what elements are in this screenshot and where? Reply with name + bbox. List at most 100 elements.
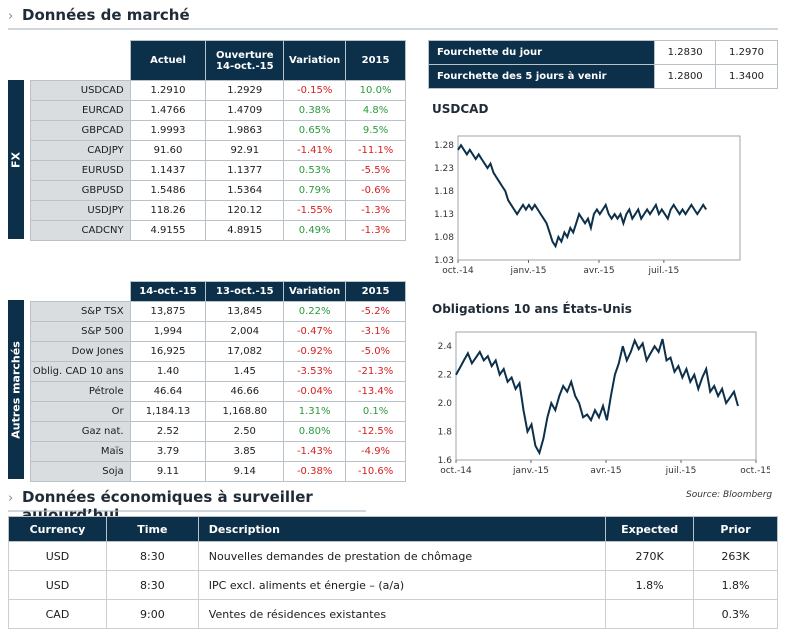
eco-prior: 263K <box>693 541 778 571</box>
fx-pair: CADCNY <box>30 220 131 241</box>
market-variation: -0.04% <box>283 381 347 402</box>
eco-row: CAD 9:00 Ventes de résidences existantes… <box>8 599 778 629</box>
market-ytd: -10.6% <box>345 461 406 482</box>
eco-expected <box>605 599 695 629</box>
fx-variation: -0.15% <box>283 80 347 101</box>
fx-actuel: 1.5486 <box>129 180 207 201</box>
x-tick-label: juil.-15 <box>665 466 697 476</box>
fx-variation: -1.41% <box>283 140 347 161</box>
fx-ytd: -1.3% <box>345 200 406 221</box>
fx-pair: GBPUSD <box>30 180 131 201</box>
market-value-current: 16,925 <box>129 341 207 362</box>
eco-expected: 1.8% <box>605 570 695 600</box>
other-markets-side-label: Autres marchés <box>8 300 24 479</box>
fx-side-label: FX <box>8 80 24 239</box>
fx-variation: 0.53% <box>283 160 347 181</box>
market-value-previous: 2.50 <box>205 421 285 442</box>
eco-header-description: Description <box>197 516 607 542</box>
chevron-right-icon: › <box>8 9 14 24</box>
fx-pair: USDCAD <box>30 80 131 101</box>
fx-ouverture: 1.1377 <box>205 160 285 181</box>
market-ytd: -13.4% <box>345 381 406 402</box>
y-tick-label: 1.6 <box>438 456 453 466</box>
y-tick-label: 1.08 <box>434 233 454 243</box>
fx-actuel: 1.4766 <box>129 100 207 121</box>
y-tick-label: 1.03 <box>434 256 454 266</box>
other-header-2015: 2015 <box>345 281 406 302</box>
fx-pair: CADJPY <box>30 140 131 161</box>
market-variation: 1.31% <box>283 401 347 422</box>
range-5day-low: 1.2800 <box>654 64 717 89</box>
x-tick-label: avr.-15 <box>583 266 614 276</box>
source-note: Source: Bloomberg <box>686 490 773 500</box>
market-name: S&P 500 <box>30 321 131 342</box>
market-value-current: 2.52 <box>129 421 207 442</box>
section-title: Données de marché <box>22 6 190 24</box>
fx-row: USDCAD 1.2910 1.2929 -0.15% 10.0% <box>30 80 406 101</box>
market-row: S&P TSX 13,875 13,845 0.22% -5.2% <box>30 301 406 322</box>
x-tick-label: oct.-15 <box>740 466 770 476</box>
fx-ouverture: 120.12 <box>205 200 285 221</box>
market-name: Or <box>30 401 131 422</box>
market-value-previous: 17,082 <box>205 341 285 362</box>
range-5day-high: 1.3400 <box>715 64 778 89</box>
market-ytd: -5.0% <box>345 341 406 362</box>
market-row: S&P 500 1,994 2,004 -0.47% -3.1% <box>30 321 406 342</box>
fx-actuel: 1.9993 <box>129 120 207 141</box>
market-value-previous: 13,845 <box>205 301 285 322</box>
market-variation: -1.43% <box>283 441 347 462</box>
market-row: Pétrole 46.64 46.66 -0.04% -13.4% <box>30 381 406 402</box>
market-name: Dow Jones <box>30 341 131 362</box>
fx-header-ouverture: Ouverture 14-oct.-15 <box>205 40 285 81</box>
fx-header-actuel: Actuel <box>129 40 207 81</box>
range-table: Fourchette du jour 1.2830 1.2970 Fourche… <box>427 40 778 89</box>
bond-chart-title: Obligations 10 ans États-Unis <box>432 302 632 316</box>
y-tick-label: 1.28 <box>434 141 454 151</box>
economic-calendar-table: Currency Time Description Expected Prior… <box>8 516 778 629</box>
market-ytd: -5.2% <box>345 301 406 322</box>
fx-row: USDJPY 118.26 120.12 -1.55% -1.3% <box>30 200 406 221</box>
eco-time: 8:30 <box>105 570 199 600</box>
chevron-right-icon: › <box>8 491 14 506</box>
x-tick-label: janv.-15 <box>512 466 549 476</box>
fx-actuel: 1.2910 <box>129 80 207 101</box>
market-value-previous: 46.66 <box>205 381 285 402</box>
fx-header-2015: 2015 <box>345 40 406 81</box>
other-header-date2: 13-oct.-15 <box>205 281 285 302</box>
eco-time: 8:30 <box>105 541 199 571</box>
market-name: Gaz nat. <box>30 421 131 442</box>
market-ytd: -3.1% <box>345 321 406 342</box>
eco-time: 9:00 <box>105 599 199 629</box>
fx-variation: 0.65% <box>283 120 347 141</box>
fx-row: EURCAD 1.4766 1.4709 0.38% 4.8% <box>30 100 406 121</box>
fx-row: CADJPY 91.60 92.91 -1.41% -11.1% <box>30 140 406 161</box>
other-header-variation: Variation <box>283 281 347 302</box>
market-value-previous: 3.85 <box>205 441 285 462</box>
market-row: Dow Jones 16,925 17,082 -0.92% -5.0% <box>30 341 406 362</box>
market-variation: -0.92% <box>283 341 347 362</box>
plot-frame <box>457 135 741 261</box>
eco-header-prior: Prior <box>693 516 778 542</box>
x-tick-label: oct.-14 <box>442 266 474 276</box>
fx-header-variation: Variation <box>283 40 347 81</box>
y-tick-label: 1.8 <box>438 428 453 438</box>
market-name: Oblig. CAD 10 ans <box>30 361 131 382</box>
fx-row: GBPUSD 1.5486 1.5364 0.79% -0.6% <box>30 180 406 201</box>
fx-row: GBPCAD 1.9993 1.9863 0.65% 9.5% <box>30 120 406 141</box>
market-name: Pétrole <box>30 381 131 402</box>
fx-table: Actuel Ouverture 14-oct.-15 Variation 201… <box>30 40 406 241</box>
x-tick-label: janv.-15 <box>510 266 547 276</box>
market-variation: -0.47% <box>283 321 347 342</box>
fx-variation: 0.79% <box>283 180 347 201</box>
market-variation: -0.38% <box>283 461 347 482</box>
other-markets-table: 14-oct.-15 13-oct.-15 Variation 2015 S&P… <box>30 281 406 482</box>
market-name: S&P TSX <box>30 301 131 322</box>
fx-ouverture: 92.91 <box>205 140 285 161</box>
y-tick-label: 2.4 <box>438 342 453 352</box>
x-tick-label: oct.-14 <box>440 466 472 476</box>
fx-ouverture: 1.5364 <box>205 180 285 201</box>
market-value-current: 13,875 <box>129 301 207 322</box>
fx-actuel: 91.60 <box>129 140 207 161</box>
